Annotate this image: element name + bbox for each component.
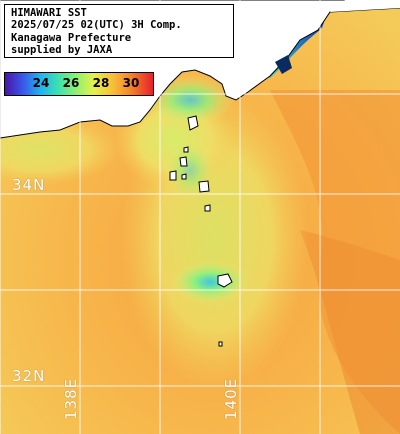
legend-tick-28: 28 [92, 76, 110, 90]
island-shikine [169, 170, 177, 181]
info-datetime: 2025/07/25 02(UTC) 3H Comp. [11, 19, 182, 32]
boso-peninsula [330, 0, 400, 12]
lat-label-34n: 34N [12, 176, 46, 194]
warm-current-core [300, 230, 400, 434]
lon-label-138e: 138E [62, 377, 80, 420]
legend-tick-30: 30 [122, 76, 140, 90]
legend-tick-24: 24 [32, 76, 50, 90]
island-kozu [181, 173, 187, 180]
island-miyake [198, 180, 210, 193]
lat-label-32n: 32N [12, 367, 46, 385]
island-aogashima [218, 341, 223, 347]
island-teiwa [44, 122, 50, 128]
info-title: HIMAWARI SST [11, 7, 87, 19]
island-oshima [187, 115, 199, 131]
lon-label-140e: 140E [222, 377, 240, 420]
island-hachijo [217, 273, 233, 288]
legend-tick-26: 26 [62, 76, 80, 90]
island-niijima [179, 156, 188, 167]
dark-bay-shade [275, 55, 292, 74]
color-scale-legend: 24 26 28 30 [4, 72, 154, 96]
island-toshima [183, 146, 189, 153]
island-bay-rock [210, 58, 216, 66]
info-supplier: supplied by JAXA [11, 44, 113, 57]
cool-patch-south [170, 260, 250, 304]
island-mikura [204, 204, 211, 212]
info-prefecture: Kanagawa Prefecture [11, 31, 132, 44]
info-box: HIMAWARI SST 2025/07/25 02(UTC) 3H Comp.… [4, 4, 234, 58]
